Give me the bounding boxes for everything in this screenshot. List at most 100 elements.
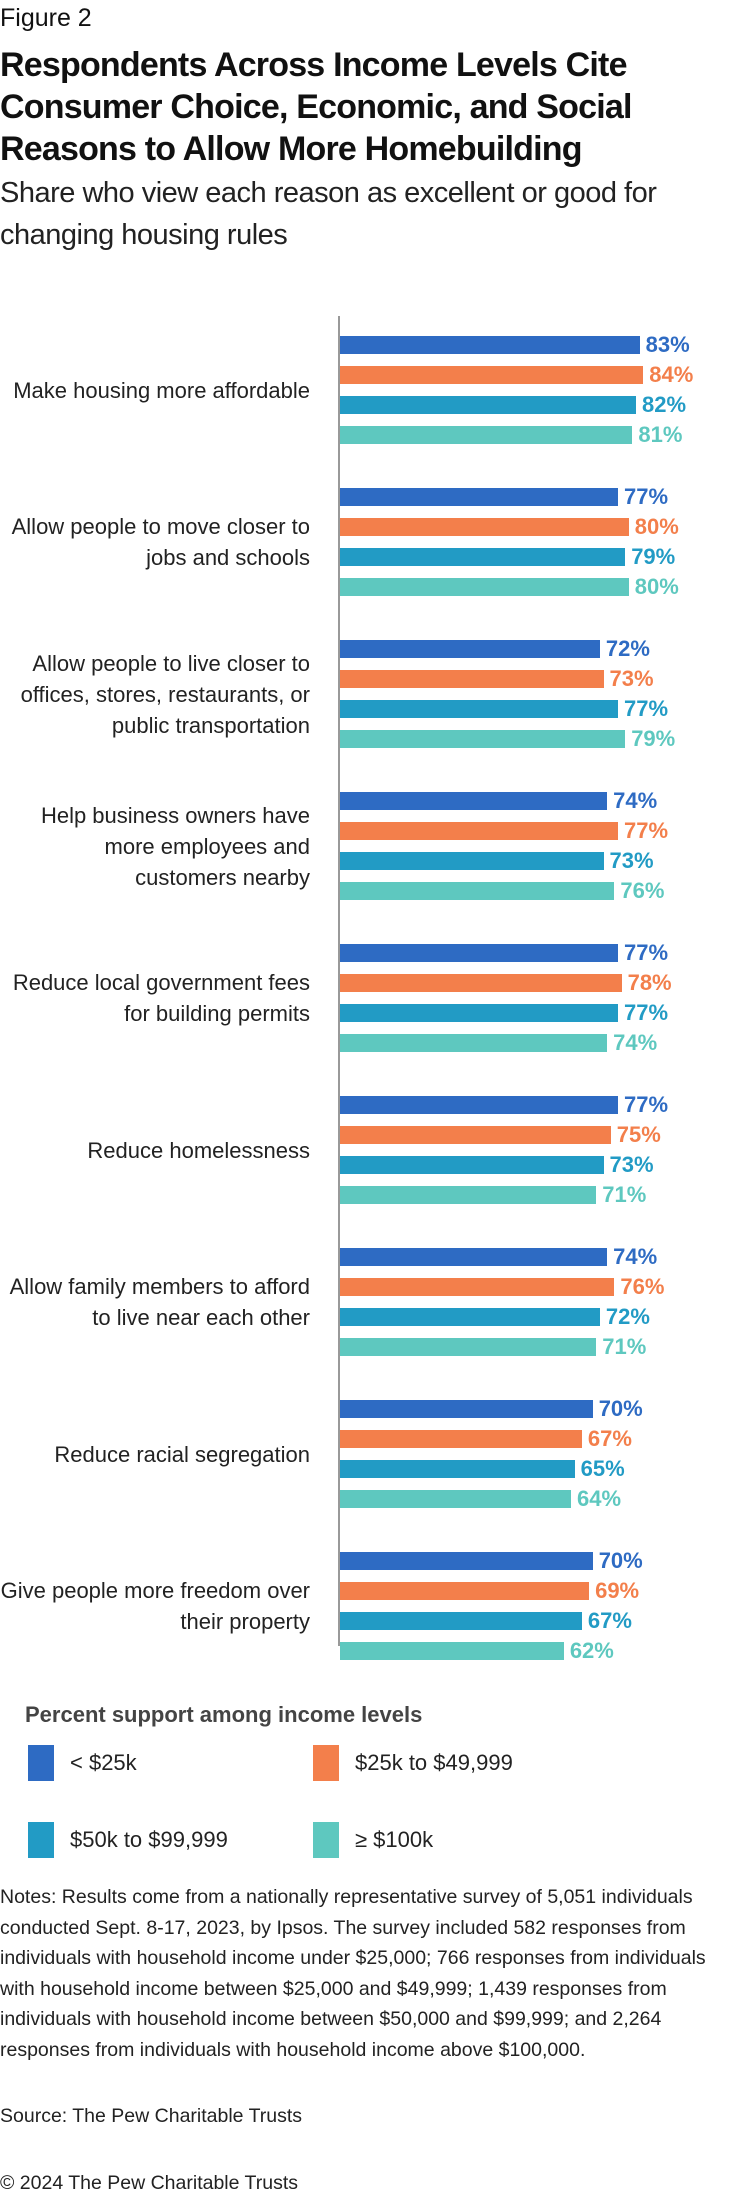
bar bbox=[340, 548, 626, 566]
data-label: 79% bbox=[631, 544, 676, 569]
category-label: Make housing more affordable bbox=[13, 377, 310, 403]
data-label: 80% bbox=[634, 514, 679, 539]
bar bbox=[340, 366, 644, 384]
bar-chart: Make housing more affordable 83% 84% 82% 81%… bbox=[1, 316, 694, 1663]
bar bbox=[340, 700, 618, 718]
data-label: 77% bbox=[623, 484, 669, 509]
bar bbox=[340, 1552, 593, 1570]
data-label: 77% bbox=[623, 940, 669, 965]
bar bbox=[340, 1004, 618, 1022]
data-label: 69% bbox=[595, 1578, 640, 1603]
data-label: 81% bbox=[638, 422, 683, 447]
figure-label: Figure 2 bbox=[0, 4, 92, 32]
bar bbox=[340, 1338, 597, 1356]
data-label: 75% bbox=[616, 1122, 661, 1147]
source: Source: The Pew Charitable Trusts bbox=[0, 2105, 303, 2127]
data-label: 67% bbox=[587, 1608, 632, 1633]
bar bbox=[340, 1278, 615, 1296]
bar bbox=[340, 426, 633, 444]
data-label: 82% bbox=[642, 392, 687, 417]
chart-subtitle: Share who view each reason as excellent … bbox=[0, 177, 657, 251]
legend-label: ≥ $100k bbox=[355, 1827, 434, 1852]
bar bbox=[340, 1642, 564, 1660]
legend-swatch bbox=[28, 1745, 54, 1781]
bar bbox=[340, 852, 604, 870]
data-label: 76% bbox=[620, 878, 665, 903]
data-label: 78% bbox=[627, 970, 672, 995]
legend-swatch bbox=[28, 1822, 54, 1858]
data-label: 64% bbox=[577, 1486, 622, 1511]
category-label: Allow people to live closer to offices, … bbox=[20, 650, 310, 738]
bar bbox=[340, 1096, 618, 1114]
category-label: Give people more freedom over their prop… bbox=[0, 1578, 310, 1634]
category-label: Reduce homelessness bbox=[87, 1137, 310, 1163]
data-label: 77% bbox=[623, 1092, 669, 1117]
data-label: 80% bbox=[634, 574, 679, 599]
category-label: Reduce local government fees for buildin… bbox=[12, 970, 310, 1026]
bar bbox=[340, 670, 604, 688]
bar bbox=[340, 882, 615, 900]
data-label: 73% bbox=[609, 666, 654, 691]
bar bbox=[340, 1186, 597, 1204]
data-label: 76% bbox=[620, 1274, 665, 1299]
legend-item: $25k to $49,999 bbox=[313, 1745, 513, 1781]
legend-label: $25k to $49,999 bbox=[355, 1750, 513, 1775]
bar bbox=[340, 336, 640, 354]
data-label: 70% bbox=[598, 1548, 643, 1573]
data-label: 74% bbox=[613, 1030, 658, 1055]
data-label: 73% bbox=[609, 848, 654, 873]
data-label: 70% bbox=[598, 1396, 643, 1421]
copyright: © 2024 The Pew Charitable Trusts bbox=[0, 2172, 298, 2194]
legend-swatch bbox=[313, 1822, 339, 1858]
bar bbox=[340, 578, 629, 596]
bar bbox=[340, 518, 629, 536]
bar bbox=[340, 396, 637, 414]
data-label: 77% bbox=[623, 696, 669, 721]
data-label: 72% bbox=[605, 1304, 650, 1329]
data-label: 79% bbox=[631, 726, 676, 751]
data-label: 77% bbox=[623, 818, 669, 843]
notes: Notes: Results come from a nationally re… bbox=[0, 1886, 706, 2061]
bar bbox=[340, 1034, 608, 1052]
bar bbox=[340, 1248, 608, 1266]
bar bbox=[340, 822, 618, 840]
data-label: 62% bbox=[569, 1638, 614, 1663]
category-label: Allow people to move closer to jobs and … bbox=[11, 514, 310, 570]
bar bbox=[340, 488, 618, 506]
category-label: Help business owners have more employees… bbox=[40, 802, 310, 890]
bar bbox=[340, 1126, 611, 1144]
category-label: Reduce racial segregation bbox=[54, 1441, 310, 1467]
bar bbox=[340, 1156, 604, 1174]
data-label: 71% bbox=[602, 1334, 647, 1359]
legend-item: < $25k bbox=[28, 1745, 137, 1781]
bar bbox=[340, 1612, 582, 1630]
data-label: 71% bbox=[602, 1182, 647, 1207]
bar bbox=[340, 1490, 572, 1508]
chart-title: Respondents Across Income Levels Cite Co… bbox=[0, 46, 632, 168]
data-label: 83% bbox=[645, 332, 690, 357]
data-label: 73% bbox=[609, 1152, 654, 1177]
data-label: 77% bbox=[623, 1000, 669, 1025]
category-label: Allow family members to afford to live n… bbox=[9, 1274, 310, 1330]
bar bbox=[340, 1308, 600, 1326]
data-label: 72% bbox=[605, 636, 650, 661]
legend-label: < $25k bbox=[70, 1750, 137, 1775]
data-label: 84% bbox=[649, 362, 694, 387]
bar bbox=[340, 1400, 593, 1418]
bar bbox=[340, 1430, 582, 1448]
bar bbox=[340, 1460, 575, 1478]
data-label: 65% bbox=[580, 1456, 625, 1481]
bar bbox=[340, 944, 618, 962]
data-label: 74% bbox=[613, 788, 658, 813]
y-axis-line bbox=[338, 316, 340, 1646]
legend-title: Percent support among income levels bbox=[25, 1702, 423, 1727]
legend-label: $50k to $99,999 bbox=[70, 1827, 228, 1852]
data-label: 74% bbox=[613, 1244, 658, 1269]
legend-swatch bbox=[313, 1745, 339, 1781]
bar bbox=[340, 792, 608, 810]
bar bbox=[340, 730, 626, 748]
legend-item: $50k to $99,999 bbox=[28, 1822, 228, 1858]
bar bbox=[340, 640, 600, 658]
legend-item: ≥ $100k bbox=[313, 1822, 433, 1858]
data-label: 67% bbox=[587, 1426, 632, 1451]
